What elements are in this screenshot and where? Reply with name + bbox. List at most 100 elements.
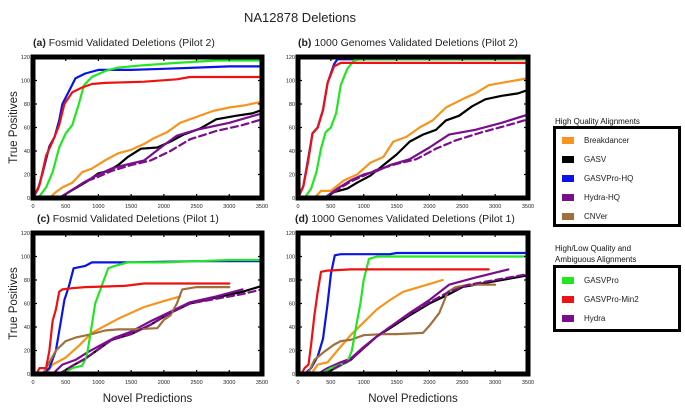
chart-panel-a: (a) Fosmid Validated Deletions (Pilot 2)… — [8, 37, 268, 210]
series-line-hydra-dashed — [323, 118, 528, 198]
panel-title-prefix: (d) — [295, 213, 311, 225]
y-tick-label: 20 — [289, 349, 295, 355]
series-line-cnver — [41, 286, 231, 374]
y-tick-label: 120 — [21, 55, 30, 61]
y-axis-label: True Positives — [8, 267, 20, 340]
legend-box-ambiguous: GASVPro GASVPro-Min2 Hydra — [553, 265, 681, 332]
y-tick-label: 60 — [289, 302, 295, 308]
legend-label: GASVPro-Min2 — [584, 295, 639, 304]
panel-title-prefix: (b) — [298, 37, 314, 49]
series-group — [298, 58, 528, 198]
series-line-gasvpro-min2 — [300, 268, 490, 374]
y-tick-label: 80 — [24, 278, 30, 284]
y-tick-label: 60 — [24, 126, 30, 132]
legend-swatch — [562, 137, 574, 144]
series-line-gasvpro — [61, 258, 262, 374]
series-group — [33, 59, 262, 198]
x-tick-label: 1000 — [92, 204, 104, 210]
x-tick-label: 1000 — [358, 204, 370, 210]
y-tick-label: 40 — [289, 149, 295, 155]
chart-panel-c: (c) Fosmid Validated Deletions (Pilot 1)… — [8, 213, 268, 405]
series-line-breakdancer — [48, 100, 262, 198]
panel-title: (b) 1000 Genomes Validated Deletions (Pi… — [298, 37, 518, 49]
x-tick-label: 3000 — [489, 380, 501, 386]
series-group — [300, 251, 528, 374]
x-tick-label: 1000 — [92, 380, 104, 386]
x-tick-label: 2000 — [158, 204, 170, 210]
panel-title-text: 1000 Genomes Validated Deletions (Pilot … — [311, 213, 515, 225]
x-tick-label: 2000 — [423, 204, 435, 210]
series-line-gasvpro-min2 — [33, 75, 262, 198]
legend-box-hq: Breakdancer GASV GASVPro-HQ Hydra-HQ CNV… — [553, 126, 681, 227]
series-line-gasvpro-min2 — [298, 61, 528, 198]
legend-swatch — [562, 277, 574, 284]
legend-item-cnver: CNVer — [556, 207, 678, 226]
x-tick-label: 2000 — [158, 380, 170, 386]
x-tick-label: 0 — [296, 380, 299, 386]
x-tick-label: 2500 — [190, 380, 202, 386]
series-line-breakdancer — [313, 77, 528, 198]
x-tick-label: 500 — [326, 204, 335, 210]
plot-area — [298, 57, 528, 198]
x-tick-label: 500 — [326, 380, 335, 386]
x-tick-label: 1500 — [125, 204, 137, 210]
chart-panel-d: (d) 1000 Genomes Validated Deletions (Pi… — [286, 213, 534, 405]
x-tick-label: 0 — [296, 204, 299, 210]
x-tick-label: 3500 — [256, 380, 268, 386]
x-tick-label: 2500 — [456, 204, 468, 210]
panel-title-text: 1000 Genomes Validated Deletions (Pilot … — [314, 37, 518, 49]
legend-swatch — [562, 213, 574, 220]
series-line-breakdancer — [45, 295, 182, 374]
y-tick-label: 0 — [292, 196, 295, 202]
x-axis-label: Novel Predictions — [368, 393, 458, 405]
y-tick-label: 100 — [21, 79, 30, 85]
plot-area — [33, 57, 262, 198]
series-line-hydra-dashed — [58, 118, 262, 198]
series-group — [35, 258, 262, 374]
x-tick-label: 3000 — [223, 204, 235, 210]
y-tick-label: 100 — [286, 79, 295, 85]
x-tick-label: 3000 — [223, 380, 235, 386]
y-tick-label: 120 — [21, 231, 30, 237]
panel-title-text: Fosmid Validated Deletions (Pilot 1) — [53, 213, 219, 225]
y-tick-label: 20 — [289, 173, 295, 179]
x-tick-label: 3500 — [522, 380, 534, 386]
x-tick-label: 500 — [61, 204, 70, 210]
series-line-gasv — [323, 88, 528, 198]
legend-swatch — [562, 194, 574, 201]
y-tick-label: 120 — [286, 231, 295, 237]
y-tick-label: 100 — [286, 255, 295, 261]
panel-title: (a) Fosmid Validated Deletions (Pilot 2) — [33, 37, 215, 49]
series-line-hydra-dashed — [323, 273, 528, 374]
legend-item-gasv: GASV — [556, 150, 678, 169]
panel-title-prefix: (a) — [33, 37, 49, 49]
x-tick-label: 1500 — [390, 380, 402, 386]
x-tick-label: 3500 — [522, 204, 534, 210]
y-tick-label: 0 — [27, 196, 30, 202]
legend-item-gasvpro-min2: GASVPro-Min2 — [556, 290, 678, 309]
series-line-gasvpro — [37, 59, 262, 198]
legend-label: GASVPro-HQ — [584, 174, 634, 183]
y-tick-label: 40 — [24, 325, 30, 331]
legend-label: Hydra — [584, 314, 606, 323]
plot-area — [298, 233, 528, 374]
panel-title-prefix: (c) — [37, 213, 53, 225]
legend-swatch — [562, 315, 574, 322]
legend-item-hydra-hq: Hydra-HQ — [556, 188, 678, 207]
y-tick-label: 100 — [21, 255, 30, 261]
series-line-hydra-hq — [51, 288, 244, 374]
series-line-gasvpro-min2 — [35, 282, 231, 374]
x-tick-label: 2500 — [456, 380, 468, 386]
y-tick-label: 20 — [24, 173, 30, 179]
x-tick-label: 0 — [31, 380, 34, 386]
figure-title: NA12878 Deletions — [244, 10, 357, 25]
x-tick-label: 1000 — [358, 380, 370, 386]
legend-label: CNVer — [584, 212, 608, 221]
legend-group-title-hq: High Quality Alignments — [555, 117, 640, 126]
series-line-gasvpro — [303, 58, 528, 198]
legend-item-hydra: Hydra — [556, 309, 678, 328]
chart-panel-b: (b) 1000 Genomes Validated Deletions (Pi… — [286, 37, 534, 210]
x-tick-label: 3000 — [489, 204, 501, 210]
legend-swatch — [562, 175, 574, 182]
